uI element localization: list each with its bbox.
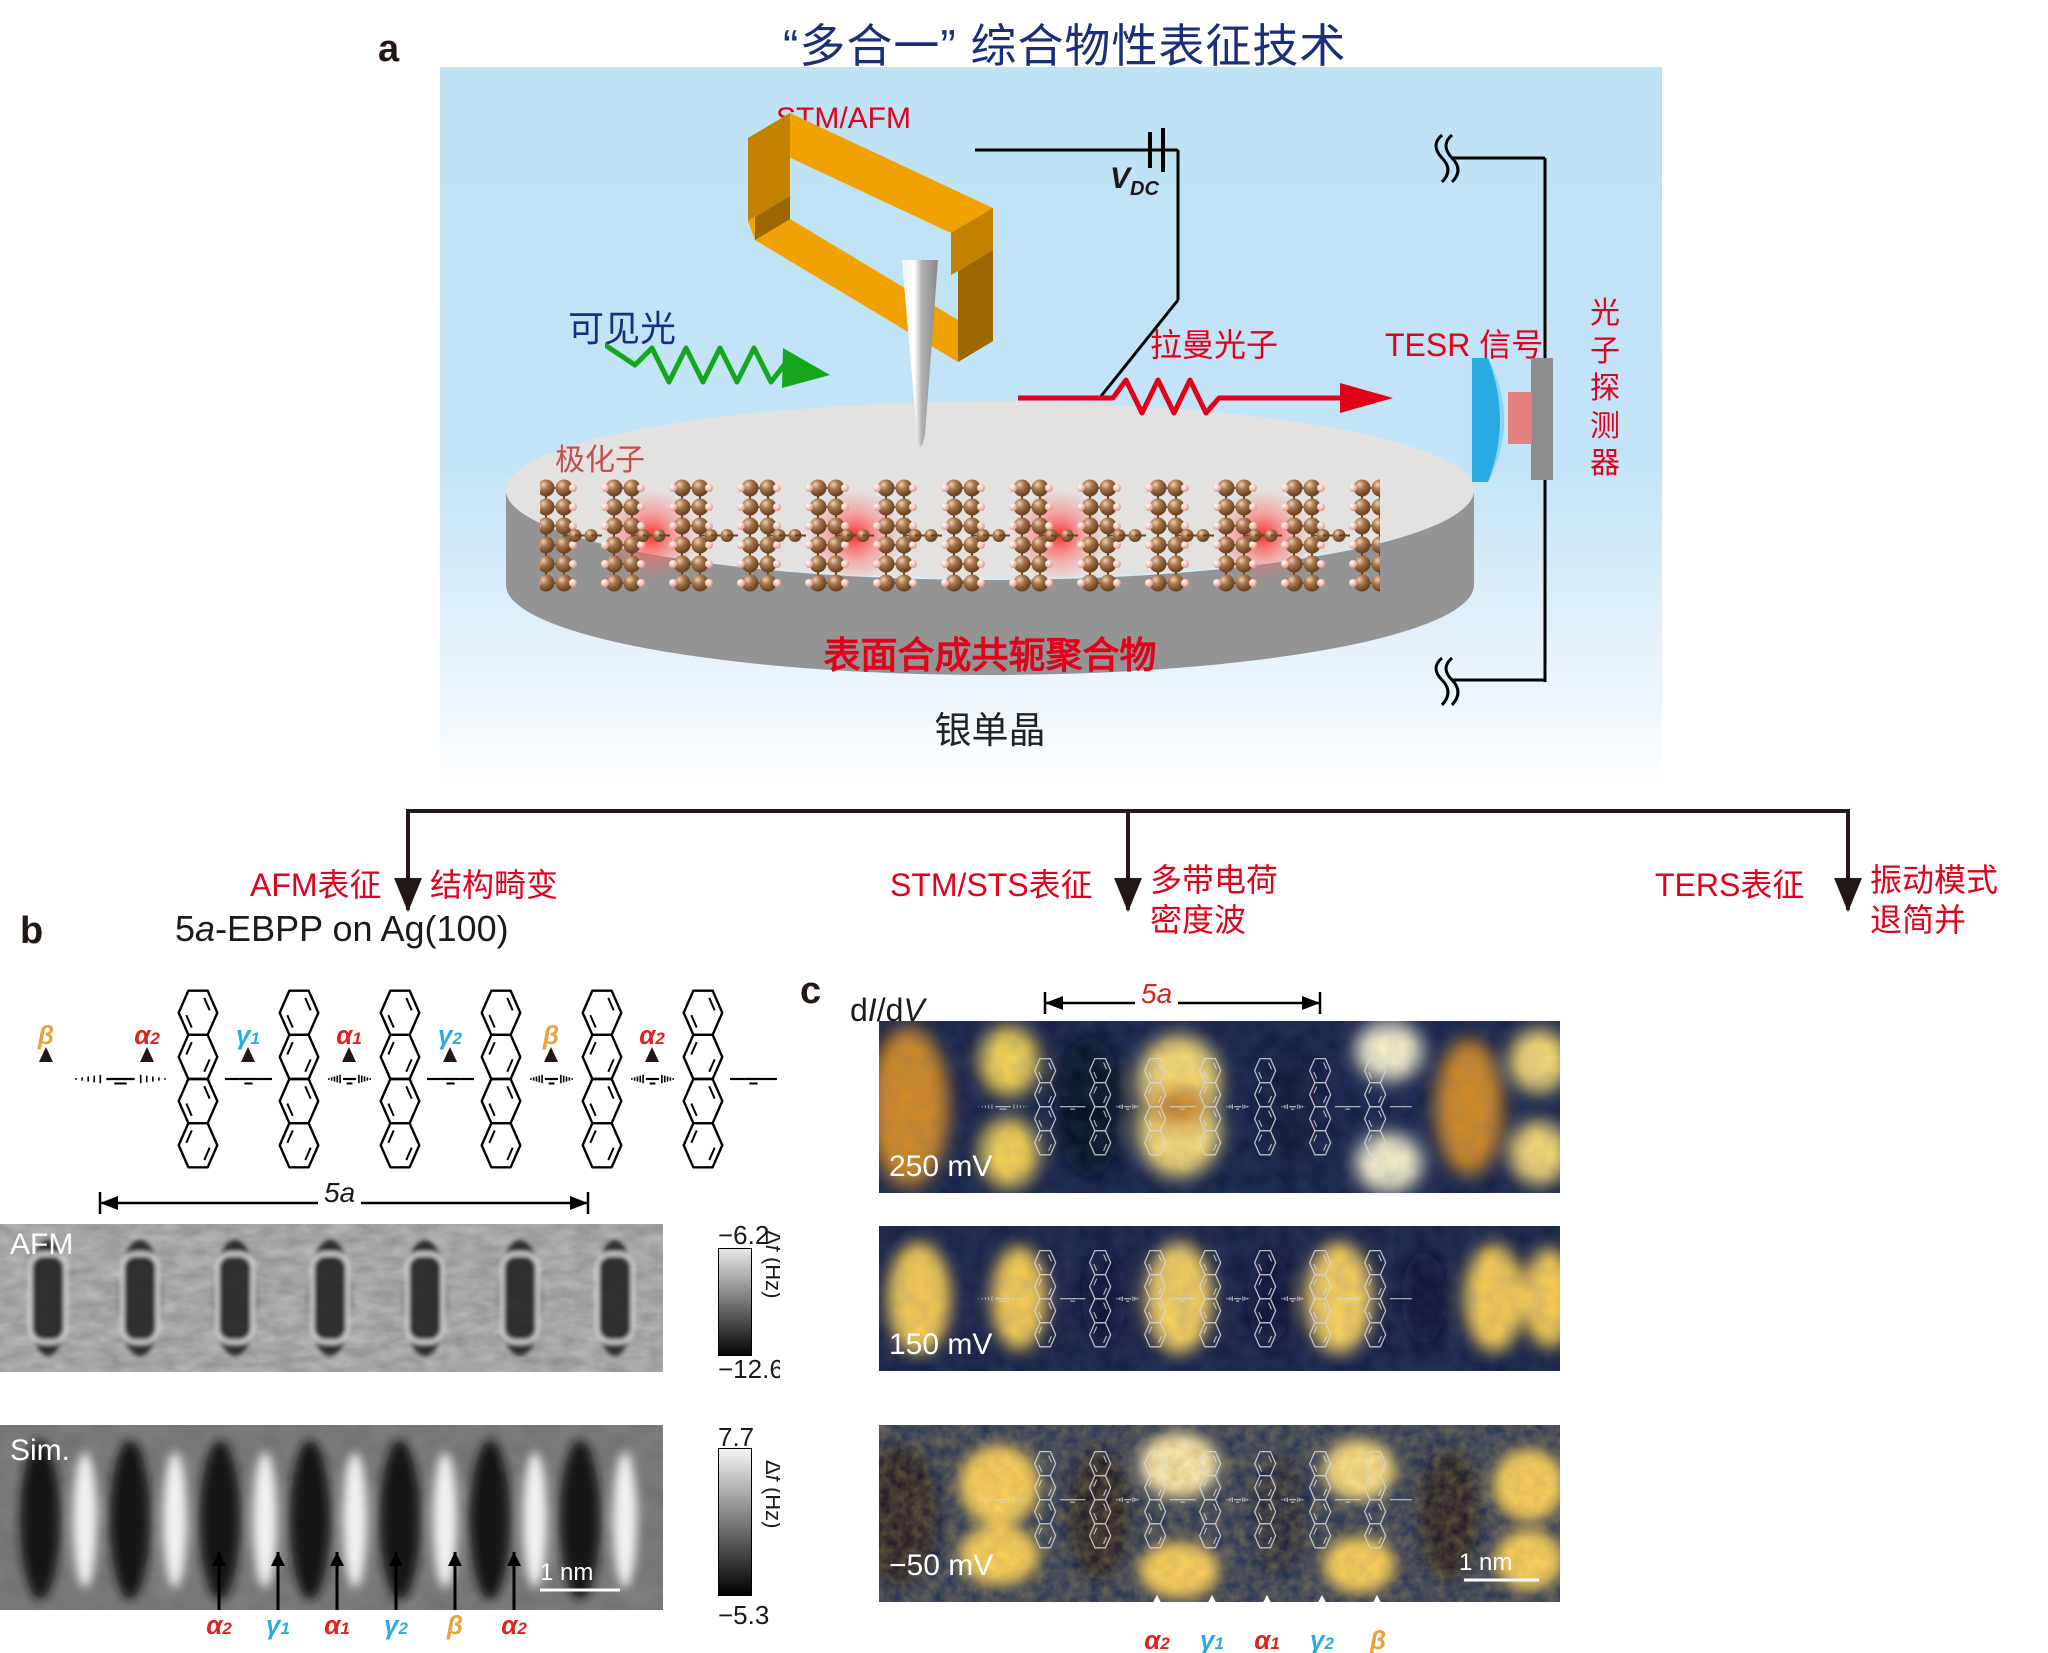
svg-text:AFM: AFM <box>10 1228 73 1261</box>
svg-text:1 nm: 1 nm <box>1459 1549 1512 1576</box>
svg-text:Sim.: Sim. <box>10 1434 70 1467</box>
